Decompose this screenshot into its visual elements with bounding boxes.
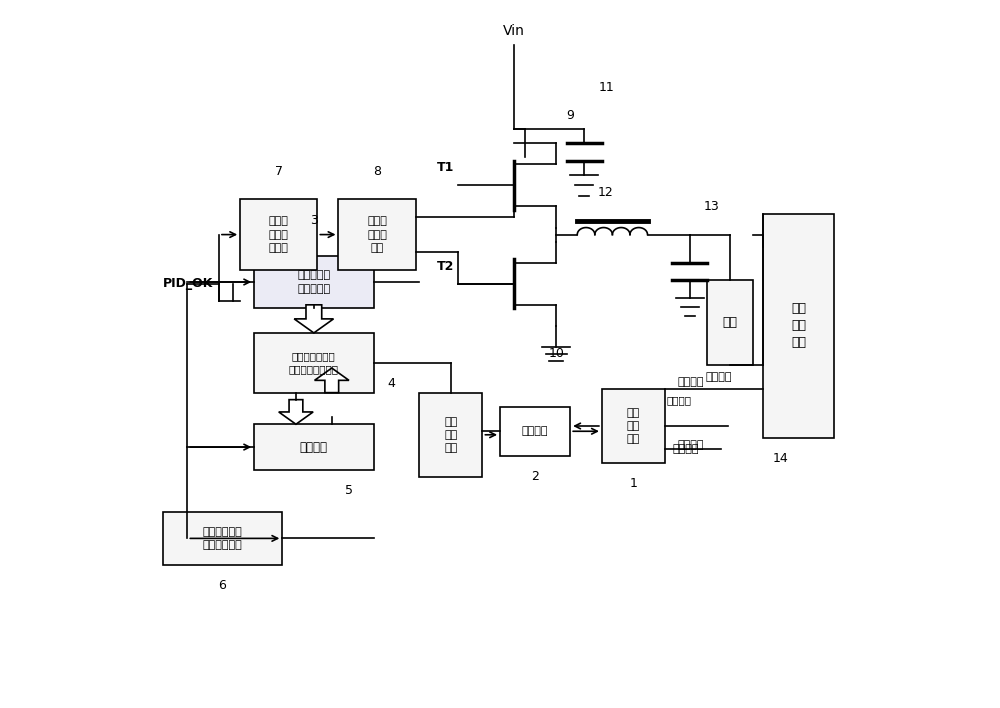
Text: 闪存单元: 闪存单元 — [300, 440, 328, 454]
Text: 负载: 负载 — [723, 316, 738, 329]
Text: 动态
扫频
单元: 动态 扫频 单元 — [791, 302, 806, 350]
Polygon shape — [315, 368, 349, 393]
Text: 基准电压: 基准电压 — [672, 444, 699, 454]
Text: 脉冲宽
度调制
发生器: 脉冲宽 度调制 发生器 — [269, 217, 289, 253]
FancyBboxPatch shape — [254, 424, 374, 470]
FancyBboxPatch shape — [602, 389, 665, 463]
Text: 14: 14 — [773, 452, 789, 465]
Text: 1: 1 — [630, 477, 637, 490]
Text: 输出电压: 输出电压 — [677, 440, 704, 450]
Text: 数模
转换
单元: 数模 转换 单元 — [444, 416, 457, 453]
Text: 输出电压: 输出电压 — [705, 372, 732, 382]
Text: 10: 10 — [548, 348, 564, 360]
Text: 比例积分微
分调整单元: 比例积分微 分调整单元 — [297, 270, 330, 294]
Text: 输出电压: 输出电压 — [677, 377, 704, 387]
Polygon shape — [279, 399, 313, 424]
Text: 3: 3 — [310, 214, 318, 227]
Text: 6: 6 — [219, 578, 226, 592]
FancyBboxPatch shape — [240, 200, 317, 270]
Text: PID_OK: PID_OK — [163, 278, 213, 290]
Text: 场效应
管驱动
单元: 场效应 管驱动 单元 — [367, 217, 387, 253]
FancyBboxPatch shape — [707, 280, 753, 365]
Text: 比例积分微分
调整结束单元: 比例积分微分 调整结束单元 — [203, 527, 242, 550]
FancyBboxPatch shape — [763, 214, 834, 438]
Text: 11: 11 — [598, 81, 614, 93]
FancyBboxPatch shape — [419, 393, 482, 477]
FancyBboxPatch shape — [254, 256, 374, 309]
Text: 7: 7 — [275, 165, 283, 178]
FancyBboxPatch shape — [254, 333, 374, 393]
Polygon shape — [294, 305, 334, 333]
Text: 13: 13 — [704, 200, 719, 213]
Text: 电压
比较
单元: 电压 比较 单元 — [627, 408, 640, 444]
FancyBboxPatch shape — [338, 200, 416, 270]
FancyBboxPatch shape — [163, 512, 282, 565]
Text: 4: 4 — [388, 377, 395, 390]
Text: T1: T1 — [437, 161, 454, 174]
FancyBboxPatch shape — [500, 406, 570, 456]
Text: 基准电压: 基准电压 — [666, 395, 691, 405]
Text: 随机存取存储器
比例积分微分单元: 随机存取存储器 比例积分微分单元 — [289, 351, 339, 375]
Text: T2: T2 — [437, 260, 454, 273]
Text: 误差信号: 误差信号 — [522, 426, 548, 436]
Text: 9: 9 — [566, 108, 574, 122]
Text: 5: 5 — [345, 484, 353, 497]
Text: 8: 8 — [373, 165, 381, 178]
Text: Vin: Vin — [503, 24, 525, 38]
Text: 12: 12 — [597, 186, 613, 199]
Text: 2: 2 — [531, 470, 539, 483]
